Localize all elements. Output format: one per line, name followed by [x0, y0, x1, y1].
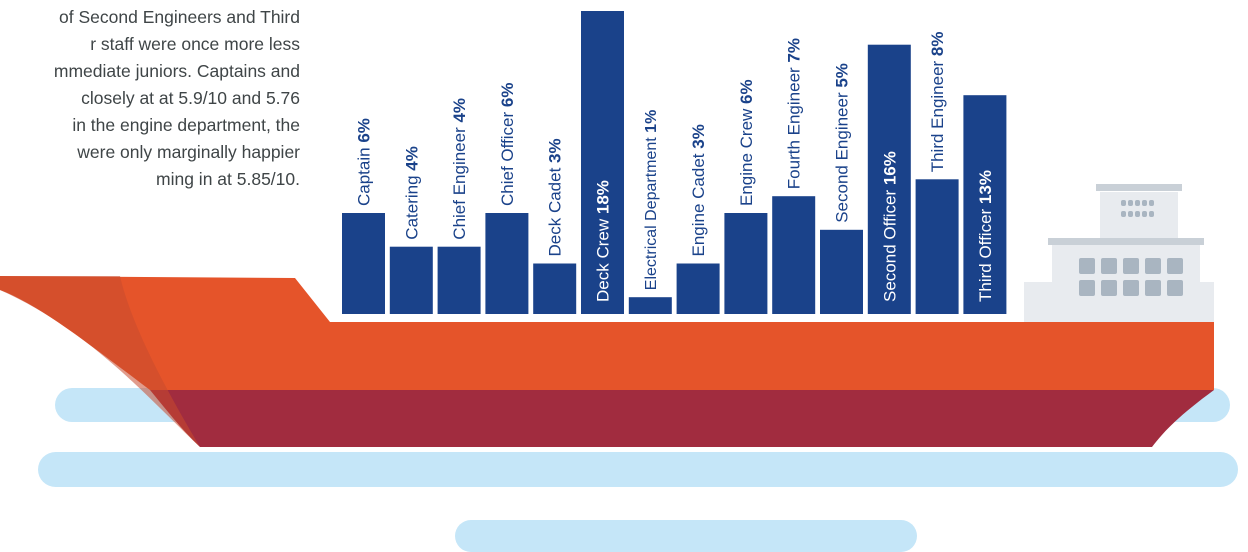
value-label: 13% — [976, 170, 995, 204]
cabin-trim-mid — [1048, 238, 1204, 245]
bar-third-engineer — [915, 179, 959, 314]
value-label: 7% — [785, 38, 804, 63]
category-label: Deck Cadet — [546, 163, 565, 257]
cabin-trim-top — [1096, 184, 1182, 191]
bar-label: Second Officer 16% — [880, 151, 899, 302]
bar-fourth-engineer — [772, 196, 816, 314]
water-band-middle — [38, 452, 1238, 487]
bridge-window — [1135, 211, 1140, 217]
category-label: Second Engineer — [833, 88, 852, 223]
bridge-window — [1135, 200, 1140, 206]
value-label: 6% — [737, 79, 756, 104]
bar-chief-officer — [485, 213, 529, 314]
cabin-window — [1101, 258, 1117, 274]
bar-label: Engine Crew 6% — [737, 79, 756, 206]
bridge-window — [1149, 200, 1154, 206]
category-label: Catering — [402, 171, 421, 240]
bar-label: Second Engineer 5% — [833, 63, 852, 223]
value-label: 6% — [354, 118, 373, 143]
value-label: 4% — [402, 146, 421, 171]
water-band-lower — [455, 520, 917, 552]
bow-shadow — [0, 276, 200, 447]
cabin-window — [1123, 280, 1139, 296]
category-label: Chief Officer — [498, 107, 517, 206]
category-label: Third Officer — [976, 204, 995, 302]
intro-paragraph: of Second Engineers and Third r staff we… — [0, 4, 300, 193]
bar-label: Third Engineer 8% — [928, 31, 947, 172]
bar-chief-engineer — [437, 246, 481, 314]
bar-deck-crew — [581, 11, 624, 314]
cabin-window — [1123, 258, 1139, 274]
cabin-base — [1024, 282, 1214, 322]
bar-label: Third Officer 13% — [976, 170, 995, 302]
bridge-window — [1142, 211, 1147, 217]
cabin-window — [1101, 280, 1117, 296]
bar-second-officer — [867, 44, 911, 314]
bar-engine-cadet — [676, 263, 720, 314]
value-label: 18% — [594, 180, 613, 214]
bar-labels: Captain 6%Catering 4% Chief Engineer 4% Ch… — [354, 31, 995, 302]
ship-hull — [0, 276, 1214, 447]
intro-line: in the engine department, the — [72, 115, 300, 135]
bridge-window — [1128, 200, 1133, 206]
bar-deck-cadet — [533, 263, 577, 314]
bar-captain — [342, 213, 385, 314]
category-label: Third Engineer — [928, 56, 947, 172]
cabin-windows — [1079, 200, 1183, 296]
bar-label: Captain 6% — [354, 118, 373, 206]
category-label: Engine Crew — [737, 104, 756, 206]
bar-label: Fourth Engineer 7% — [785, 38, 804, 189]
cabin-window — [1079, 280, 1095, 296]
bar-label: Engine Cadet 3% — [689, 124, 708, 256]
value-label: 3% — [546, 138, 565, 163]
value-label: 6% — [498, 83, 517, 108]
intro-line: closely at at 5.9/10 and 5.76 — [81, 88, 300, 108]
cabin-window — [1145, 258, 1161, 274]
bar-label: Electrical Department 1% — [643, 110, 660, 291]
bar-label: Deck Cadet 3% — [546, 138, 565, 256]
intro-line: ming in at 5.85/10. — [156, 169, 300, 189]
category-label: Engine Cadet — [689, 149, 708, 257]
category-label: Second Officer — [880, 185, 899, 302]
intro-line: of Second Engineers and Third — [59, 7, 300, 27]
value-label: 16% — [880, 151, 899, 185]
bridge-window — [1121, 200, 1126, 206]
bar-catering — [389, 246, 433, 314]
category-label: Electrical Department — [643, 133, 660, 290]
hull-upper — [0, 276, 1214, 390]
bridge-window — [1149, 211, 1154, 217]
bar-label: Chief Engineer 4% — [450, 98, 469, 240]
hull-lower — [150, 390, 1214, 447]
bar-electrical-department — [628, 297, 672, 314]
intro-line: mmediate juniors. Captains and — [53, 61, 300, 81]
category-label: Captain — [354, 143, 373, 206]
bridge-window — [1128, 211, 1133, 217]
category-label: Deck Crew — [594, 214, 613, 302]
bar-label: Catering 4% — [402, 146, 421, 240]
cabin-window — [1079, 258, 1095, 274]
value-label: 1% — [643, 110, 660, 133]
cabin-window — [1167, 280, 1183, 296]
bar-engine-crew — [724, 213, 768, 314]
category-label: Fourth Engineer — [785, 63, 804, 190]
bar-series — [342, 11, 1007, 314]
bar-label: Chief Officer 6% — [498, 83, 517, 206]
bar-second-engineer — [820, 229, 863, 314]
value-label: 8% — [928, 31, 947, 56]
intro-line: r staff were once more less — [90, 34, 300, 54]
category-label: Chief Engineer — [450, 123, 469, 240]
ship-superstructure — [1024, 184, 1214, 322]
value-label: 4% — [450, 98, 469, 123]
intro-line: were only marginally happier — [77, 142, 300, 162]
value-label: 3% — [689, 124, 708, 149]
value-label: 5% — [833, 63, 852, 88]
bridge-window — [1142, 200, 1147, 206]
cabin-window — [1167, 258, 1183, 274]
bridge-window — [1121, 211, 1126, 217]
cabin-window — [1145, 280, 1161, 296]
bar-label: Deck Crew 18% — [594, 180, 613, 302]
bar-third-officer — [963, 95, 1007, 314]
